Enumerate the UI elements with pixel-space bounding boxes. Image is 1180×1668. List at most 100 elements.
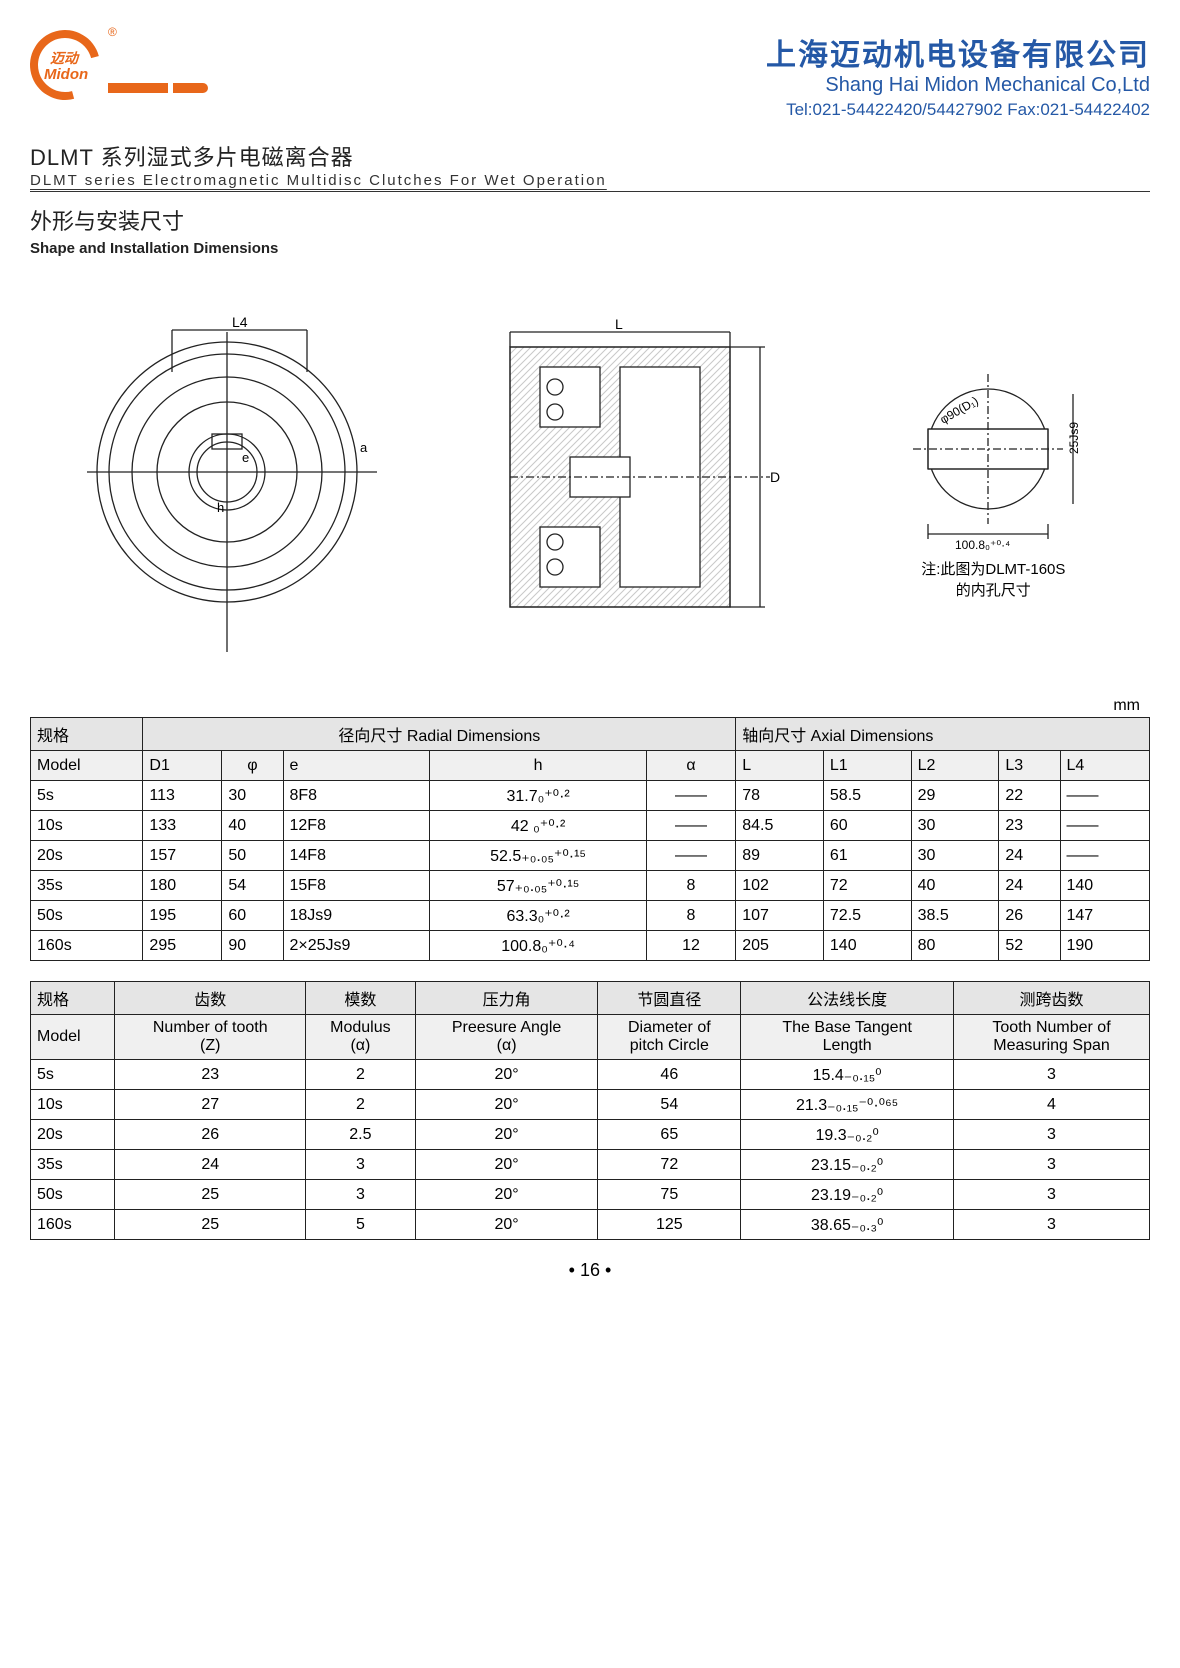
unit-label: mm — [30, 697, 1140, 715]
dimensions-table-2: 规格 齿数 模数 压力角 节圆直径 公法线长度 测跨齿数 Model Numbe… — [30, 981, 1150, 1240]
drawing-front: L4 e h a — [77, 312, 377, 652]
cell: 20° — [415, 1120, 598, 1150]
cell: —— — [1060, 841, 1150, 871]
drawings-row: L4 e h a L D — [30, 297, 1150, 667]
cell: 75 — [598, 1180, 741, 1210]
shape-title-cn: 外形与安装尺寸 — [30, 204, 1150, 236]
col: L — [736, 751, 824, 781]
table-row: 10s1334012F842 ₀⁺⁰·²——84.5603023—— — [31, 811, 1150, 841]
h2: 公法线长度 — [741, 982, 954, 1015]
cell: 50s — [31, 901, 143, 931]
cell: 3 — [954, 1120, 1150, 1150]
table-row: Model Number of tooth (Z) Modulus (α) Pr… — [31, 1015, 1150, 1060]
col: α — [646, 751, 735, 781]
h2e: Diameter of pitch Circle — [598, 1015, 741, 1060]
cell: 20° — [415, 1180, 598, 1210]
table-row: 50s25320°7523.19₋₀.₂⁰3 — [31, 1180, 1150, 1210]
dimensions-table-1: 规格 径向尺寸 Radial Dimensions 轴向尺寸 Axial Dim… — [30, 717, 1150, 961]
cell: 35s — [31, 1150, 115, 1180]
cell: 147 — [1060, 901, 1150, 931]
page-number: • 16 • — [30, 1260, 1150, 1281]
cell: 50 — [222, 841, 283, 871]
cell: 14F8 — [283, 841, 430, 871]
cell: 102 — [736, 871, 824, 901]
cell: 27 — [115, 1090, 306, 1120]
cell: 2×25Js9 — [283, 931, 430, 961]
cell: 2 — [306, 1090, 416, 1120]
dim-h: h — [217, 500, 224, 515]
cell: 72.5 — [823, 901, 911, 931]
cell: 5 — [306, 1210, 416, 1240]
cell: 78 — [736, 781, 824, 811]
cell: 72 — [598, 1150, 741, 1180]
logo-en: Midon — [44, 66, 88, 83]
company-block: 上海迈动机电设备有限公司 Shang Hai Midon Mechanical … — [766, 30, 1150, 120]
cell: 26 — [999, 901, 1060, 931]
cell: 25 — [115, 1210, 306, 1240]
table-row: Model D1 φ e h α L L1 L2 L3 L4 — [31, 751, 1150, 781]
cell: 89 — [736, 841, 824, 871]
col: L1 — [823, 751, 911, 781]
cell: 72 — [823, 871, 911, 901]
dim-a: a — [360, 440, 368, 455]
cell: —— — [646, 811, 735, 841]
h2e: Tooth Number of Measuring Span — [954, 1015, 1150, 1060]
logo-reg: ® — [108, 25, 117, 39]
cell: 12 — [646, 931, 735, 961]
logo: 迈动 Midon ® — [30, 30, 208, 100]
col: Model — [31, 751, 143, 781]
hdr-radial: 径向尺寸 Radial Dimensions — [143, 718, 736, 751]
cell: 21.3₋₀.₁₅⁻⁰·⁰⁶⁵ — [741, 1090, 954, 1120]
col: D1 — [143, 751, 222, 781]
cell: 18Js9 — [283, 901, 430, 931]
cell: 23.19₋₀.₂⁰ — [741, 1180, 954, 1210]
table-row: 35s1805415F857₊₀.₀₅⁺⁰·¹⁵8102724024140 — [31, 871, 1150, 901]
dim-d90: φ90(D₁) — [938, 394, 981, 427]
h2e: Model — [31, 1015, 115, 1060]
cell: 24 — [999, 871, 1060, 901]
cell: 54 — [222, 871, 283, 901]
cell: 26 — [115, 1120, 306, 1150]
col: e — [283, 751, 430, 781]
cell: 30 — [222, 781, 283, 811]
h2: 齿数 — [115, 982, 306, 1015]
col: h — [430, 751, 646, 781]
cell: 65 — [598, 1120, 741, 1150]
dim-100: 100.8₀⁺⁰·⁴ — [955, 538, 1010, 552]
cell: 50s — [31, 1180, 115, 1210]
company-en: Shang Hai Midon Mechanical Co,Ltd — [766, 74, 1150, 97]
cell: 23 — [115, 1060, 306, 1090]
cell: 125 — [598, 1210, 741, 1240]
cell: 140 — [823, 931, 911, 961]
company-cn: 上海迈动机电设备有限公司 — [766, 30, 1150, 74]
table-row: 160s25520°12538.65₋₀.₃⁰3 — [31, 1210, 1150, 1240]
drawing-bore-wrap: φ90(D₁) 25Js9 100.8₀⁺⁰·⁴ 注:此图为DLMT-160S … — [883, 364, 1103, 600]
cell: 160s — [31, 1210, 115, 1240]
hdr-axial: 轴向尺寸 Axial Dimensions — [736, 718, 1150, 751]
table-row: 规格 齿数 模数 压力角 节圆直径 公法线长度 测跨齿数 — [31, 982, 1150, 1015]
cell: 42 ₀⁺⁰·² — [430, 811, 646, 841]
cell: 30 — [911, 841, 999, 871]
cell: 113 — [143, 781, 222, 811]
h2: 测跨齿数 — [954, 982, 1150, 1015]
cell: 160s — [31, 931, 143, 961]
cell: 3 — [306, 1150, 416, 1180]
cell: 60 — [222, 901, 283, 931]
cell: 180 — [143, 871, 222, 901]
cell: 3 — [954, 1210, 1150, 1240]
cell: 52.5₊₀.₀₅⁺⁰·¹⁵ — [430, 841, 646, 871]
cell: 133 — [143, 811, 222, 841]
cell: —— — [646, 841, 735, 871]
drawing-section: L D — [470, 317, 790, 647]
col: L4 — [1060, 751, 1150, 781]
company-tel: Tel:021-54422420/54427902 Fax:021-544224… — [766, 100, 1150, 120]
cell: 4 — [954, 1090, 1150, 1120]
col: L2 — [911, 751, 999, 781]
cell: 8 — [646, 901, 735, 931]
bore-caption: 注:此图为DLMT-160S 的内孔尺寸 — [883, 558, 1103, 600]
cell: —— — [646, 781, 735, 811]
table-row: 35s24320°7223.15₋₀.₂⁰3 — [31, 1150, 1150, 1180]
cell: 46 — [598, 1060, 741, 1090]
col: L3 — [999, 751, 1060, 781]
cell: 107 — [736, 901, 824, 931]
